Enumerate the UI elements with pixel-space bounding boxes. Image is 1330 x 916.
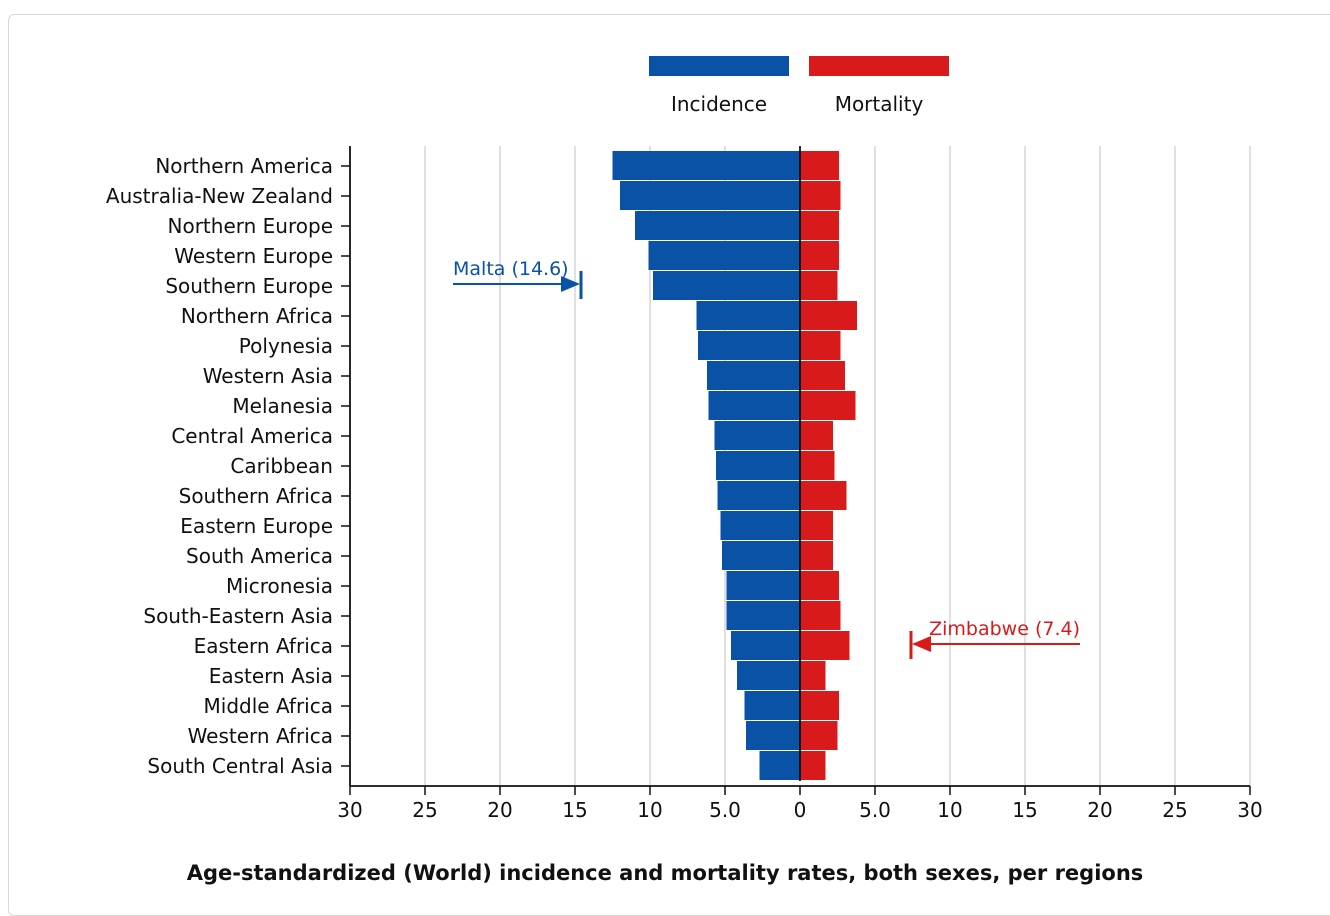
bar-incidence bbox=[722, 541, 800, 570]
annotation-arrowhead bbox=[912, 636, 931, 652]
annotation-label: Malta (14.6) bbox=[453, 258, 569, 280]
x-tick-label: 5.0 bbox=[859, 798, 891, 822]
x-tick-label: 0 bbox=[794, 798, 807, 822]
category-label: South-Eastern Asia bbox=[143, 604, 333, 628]
bar-mortality bbox=[800, 331, 841, 360]
legend-label-incidence: Incidence bbox=[671, 92, 767, 116]
bar-mortality bbox=[800, 241, 839, 270]
bar-incidence bbox=[708, 391, 800, 420]
bar-mortality bbox=[800, 661, 826, 690]
category-label: Southern Europe bbox=[165, 274, 333, 298]
bar-mortality bbox=[800, 421, 833, 450]
bar-mortality bbox=[800, 691, 839, 720]
category-label: Eastern Africa bbox=[194, 634, 333, 658]
category-label: South America bbox=[186, 544, 333, 568]
bar-incidence bbox=[696, 301, 800, 330]
x-tick-label: 30 bbox=[1237, 798, 1262, 822]
category-label: South Central Asia bbox=[147, 754, 333, 778]
legend-label-mortality: Mortality bbox=[835, 92, 924, 116]
chart-title: Age-standardized (World) incidence and m… bbox=[186, 861, 1144, 885]
x-tick-label: 25 bbox=[412, 798, 437, 822]
category-label: Western Europe bbox=[174, 244, 333, 268]
bar-mortality bbox=[800, 361, 845, 390]
bar-mortality bbox=[800, 481, 847, 510]
bar-mortality bbox=[800, 151, 839, 180]
x-tick-label: 30 bbox=[337, 798, 362, 822]
category-label: Northern Africa bbox=[181, 304, 333, 328]
bar-mortality bbox=[800, 271, 838, 300]
bar-mortality bbox=[800, 451, 835, 480]
legend-swatch-incidence bbox=[649, 56, 789, 76]
category-label: Australia-New Zealand bbox=[106, 184, 333, 208]
category-label: Eastern Europe bbox=[180, 514, 333, 538]
bar-mortality bbox=[800, 751, 826, 780]
bar-incidence bbox=[726, 601, 800, 630]
category-label: Polynesia bbox=[239, 334, 333, 358]
x-tick-label: 15 bbox=[1012, 798, 1037, 822]
bar-incidence bbox=[698, 331, 800, 360]
bar-incidence bbox=[620, 181, 800, 210]
category-label: Middle Africa bbox=[204, 694, 333, 718]
x-tick-label: 5.0 bbox=[709, 798, 741, 822]
category-label: Western Africa bbox=[188, 724, 333, 748]
bar-mortality bbox=[800, 631, 850, 660]
category-label: Eastern Asia bbox=[209, 664, 333, 688]
bar-mortality bbox=[800, 601, 841, 630]
x-tick-label: 20 bbox=[487, 798, 512, 822]
bar-mortality bbox=[800, 541, 833, 570]
x-tick-label: 10 bbox=[637, 798, 662, 822]
bar-incidence bbox=[744, 691, 800, 720]
category-label: Micronesia bbox=[226, 574, 333, 598]
bar-incidence bbox=[707, 361, 800, 390]
bar-incidence bbox=[653, 271, 800, 300]
category-label: Western Asia bbox=[203, 364, 333, 388]
x-tick-label: 10 bbox=[937, 798, 962, 822]
bar-incidence bbox=[746, 721, 800, 750]
bar-incidence bbox=[759, 751, 800, 780]
bar-incidence bbox=[726, 571, 800, 600]
x-tick-label: 15 bbox=[562, 798, 587, 822]
bar-mortality bbox=[800, 301, 857, 330]
annotation-label: Zimbabwe (7.4) bbox=[929, 618, 1080, 640]
bar-incidence bbox=[714, 421, 800, 450]
bar-incidence bbox=[635, 211, 800, 240]
bar-incidence bbox=[737, 661, 800, 690]
bar-incidence bbox=[612, 151, 800, 180]
bar-mortality bbox=[800, 181, 841, 210]
bar-mortality bbox=[800, 511, 833, 540]
bar-incidence bbox=[731, 631, 800, 660]
bar-incidence bbox=[716, 451, 800, 480]
legend-swatch-mortality bbox=[809, 56, 949, 76]
bar-incidence bbox=[717, 481, 800, 510]
category-label: Melanesia bbox=[232, 394, 333, 418]
category-label: Northern America bbox=[155, 154, 333, 178]
bar-mortality bbox=[800, 571, 839, 600]
bar-mortality bbox=[800, 721, 838, 750]
x-tick-label: 20 bbox=[1087, 798, 1112, 822]
bar-incidence bbox=[648, 241, 800, 270]
category-label: Caribbean bbox=[230, 454, 333, 478]
category-label: Central America bbox=[171, 424, 333, 448]
category-label: Southern Africa bbox=[179, 484, 333, 508]
annotation-arrowhead bbox=[561, 276, 580, 292]
x-tick-label: 25 bbox=[1162, 798, 1187, 822]
bar-mortality bbox=[800, 211, 839, 240]
bar-incidence bbox=[720, 511, 800, 540]
category-label: Northern Europe bbox=[168, 214, 333, 238]
bar-mortality bbox=[800, 391, 856, 420]
